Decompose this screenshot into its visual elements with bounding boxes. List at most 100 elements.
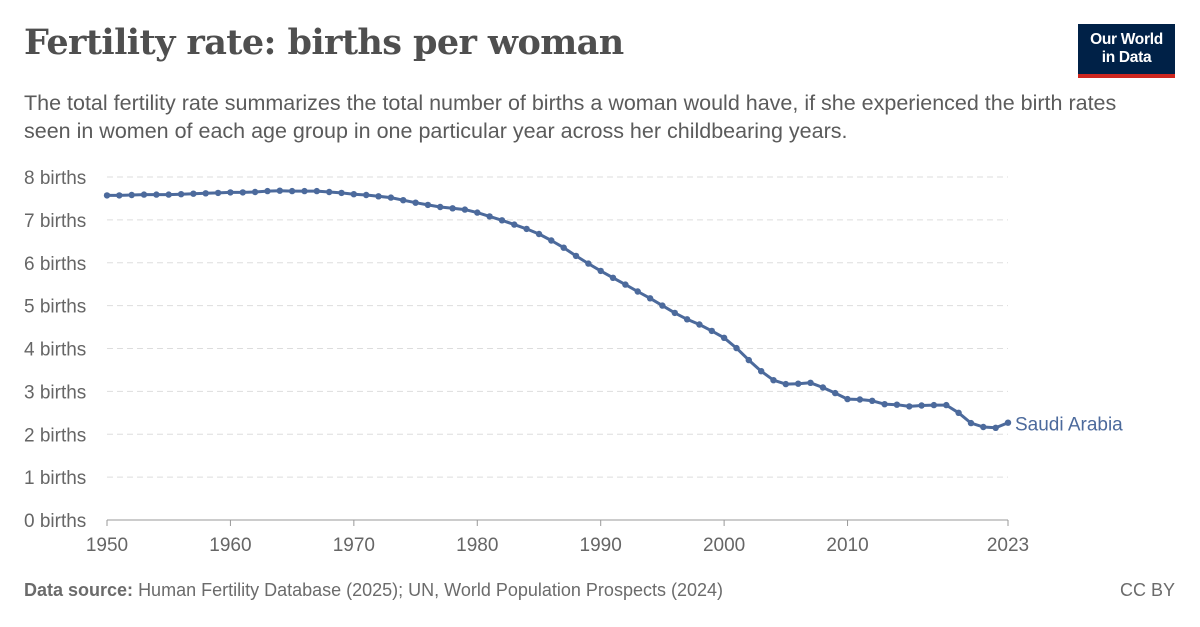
data-point <box>128 191 135 199</box>
series-group: Saudi Arabia <box>103 187 1123 436</box>
logo-line-2: in Data <box>1101 49 1152 66</box>
data-point <box>992 424 999 431</box>
data-point <box>795 380 802 387</box>
data-point <box>326 188 333 196</box>
data-point <box>782 380 789 388</box>
gridlines <box>107 176 1008 478</box>
data-point <box>844 395 851 403</box>
y-tick-label: 0 births <box>24 511 86 532</box>
data-point <box>881 401 888 408</box>
data-point <box>437 203 444 211</box>
data-point <box>140 191 148 198</box>
series-label: Saudi Arabia <box>1015 415 1123 436</box>
data-point <box>511 221 518 228</box>
y-tick-label: 5 births <box>24 297 86 318</box>
data-point <box>930 401 938 409</box>
data-source-label: Data source: <box>24 580 134 600</box>
data-point <box>103 192 111 199</box>
license-link[interactable]: CC BY <box>1119 580 1175 600</box>
data-point <box>301 187 308 195</box>
data-point <box>659 302 666 309</box>
data-point <box>758 368 765 375</box>
data-point <box>400 197 407 204</box>
data-source-text[interactable]: Human Fertility Database (2025); UN, Wor… <box>138 580 723 600</box>
y-tick-label: 3 births <box>24 382 86 403</box>
data-point <box>375 193 382 200</box>
data-point <box>523 225 530 233</box>
data-point <box>424 201 432 209</box>
data-point <box>498 217 506 224</box>
data-point <box>770 377 777 384</box>
data-point <box>535 230 543 238</box>
y-tick-label: 1 births <box>24 468 86 489</box>
data-point <box>646 295 654 302</box>
x-tick-label: 1990 <box>580 535 622 556</box>
x-tick-label: 1970 <box>333 535 375 556</box>
data-point <box>720 334 728 341</box>
data-point <box>251 188 259 196</box>
data-source: Data source: Human Fertility Database (2… <box>24 580 723 601</box>
data-point <box>264 187 271 195</box>
data-point <box>548 237 555 244</box>
data-point <box>449 205 456 212</box>
data-point <box>869 397 876 404</box>
x-tick-label: 2023 <box>987 535 1029 556</box>
data-point <box>412 199 419 206</box>
data-point <box>856 396 864 403</box>
data-point <box>313 187 320 195</box>
data-point <box>597 267 604 275</box>
data-point <box>634 288 641 295</box>
chart-subtitle: The total fertility rate summarizes the … <box>24 91 1117 143</box>
data-point <box>918 402 925 409</box>
data-point <box>560 244 567 251</box>
data-point <box>683 316 691 323</box>
y-axis-tick-labels: 0 births 1 births 2 births 3 births 4 births… <box>24 168 86 532</box>
data-point <box>338 189 345 197</box>
x-axis: 1950 1960 1970 1980 1990 2000 2010 2023 <box>86 519 1029 556</box>
data-point <box>202 190 209 197</box>
data-point <box>461 206 469 213</box>
data-point <box>622 281 629 288</box>
data-point <box>276 187 283 194</box>
data-point <box>943 401 950 409</box>
data-point <box>288 187 296 195</box>
y-tick-label: 7 births <box>24 211 86 232</box>
data-point <box>350 191 357 198</box>
data-point <box>1004 419 1012 426</box>
data-point <box>387 194 395 201</box>
y-tick-label: 6 births <box>24 254 86 275</box>
data-point <box>116 192 123 199</box>
y-tick-label: 2 births <box>24 425 86 446</box>
x-tick-label: 1950 <box>86 535 128 556</box>
data-point <box>708 327 715 335</box>
chart-title: Fertility rate: births per woman <box>24 22 624 63</box>
data-point <box>474 209 481 216</box>
data-point <box>696 321 703 328</box>
logo-line-1: Our World <box>1090 31 1163 48</box>
x-tick-label: 2010 <box>826 535 868 556</box>
data-point <box>486 213 493 220</box>
x-tick-label: 2000 <box>703 535 745 556</box>
data-point <box>671 309 678 317</box>
data-point <box>214 189 222 197</box>
data-point <box>609 274 617 281</box>
x-tick-label: 1960 <box>209 535 251 556</box>
data-point <box>893 401 901 408</box>
y-tick-label: 8 births <box>24 168 86 189</box>
series-line-saudi-arabia <box>107 189 1009 430</box>
data-point <box>733 344 740 352</box>
data-point <box>980 423 987 431</box>
data-point <box>153 191 160 198</box>
data-point <box>819 384 827 391</box>
data-point <box>745 356 752 364</box>
data-point <box>363 191 370 199</box>
data-point <box>585 260 592 267</box>
our-world-in-data-logo[interactable]: Our World in Data <box>1078 24 1175 78</box>
data-point <box>967 419 975 427</box>
y-tick-label: 4 births <box>24 340 86 361</box>
data-point <box>165 191 172 198</box>
data-point <box>832 389 839 397</box>
data-point <box>572 252 580 260</box>
data-point <box>807 379 814 386</box>
